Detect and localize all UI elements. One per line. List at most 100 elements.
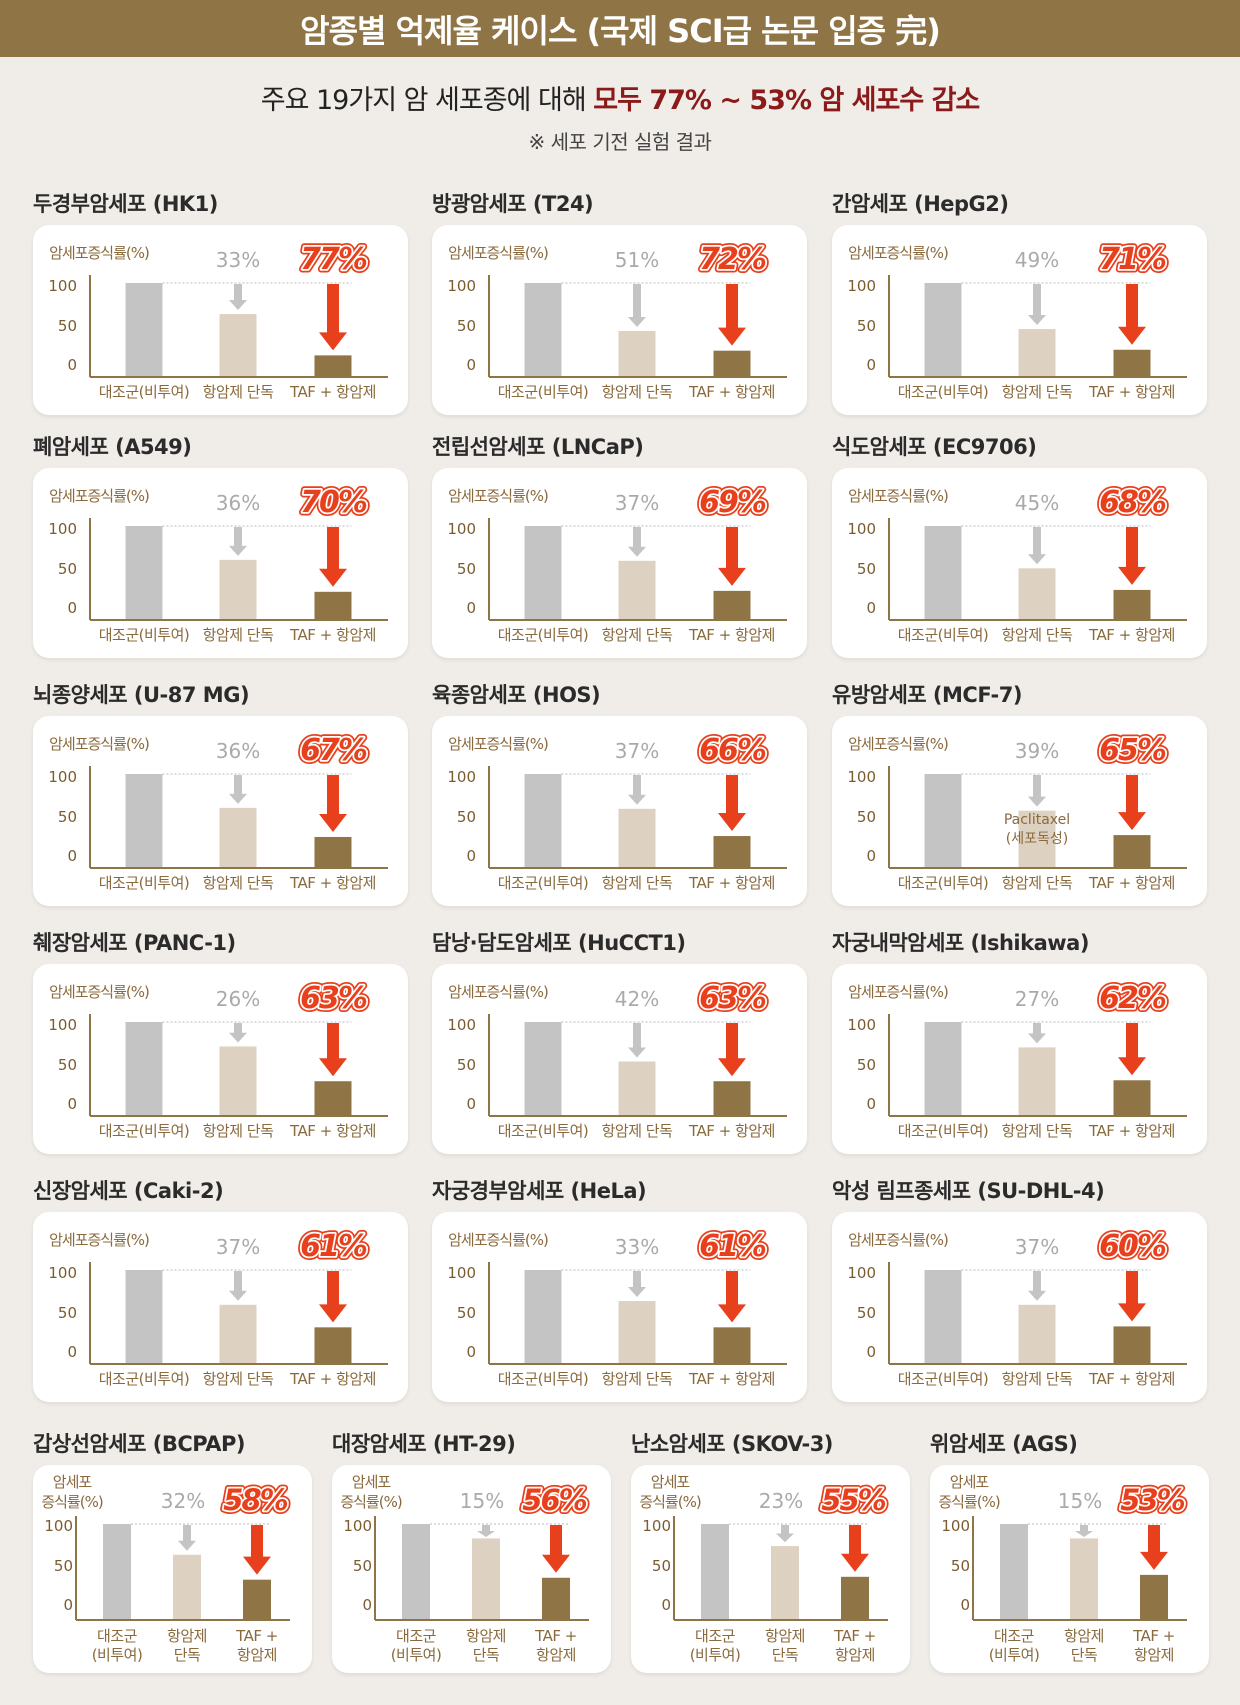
combo-reduction-label: 71%: [1099, 242, 1166, 277]
combo-reduction-outline: 58%: [223, 1483, 287, 1517]
y-axis-label: 암세포증식률(%): [848, 1231, 948, 1249]
x-category-label: TAF + 항암제: [289, 383, 376, 401]
x-category-label: 대조군(비투여): [498, 383, 589, 401]
chart-card: 암세포증식률(%) 100 50 0 42% 63% 63% 63% 대조군(비투여) 항암제 단…: [432, 964, 807, 1154]
x-category-label: 항암제 단독: [602, 874, 673, 892]
combo-reduction-inner: 72%: [699, 242, 766, 277]
chart-title: 폐암세포 (A549): [33, 435, 192, 459]
bar-drug-only: [219, 1046, 257, 1116]
y-tick-label: 50: [58, 808, 77, 826]
page-title: 암종별 억제율 케이스 (국제 SCI급 논문 입증 完): [300, 11, 941, 50]
y-axis-label: 암세포증식률(%): [848, 735, 948, 753]
chart-title: 위암세포 (AGS): [930, 1432, 1078, 1456]
x-category-label: TAF + 항암제: [1088, 1370, 1175, 1388]
bar-drug-only: [771, 1546, 799, 1620]
x-category-label: 항암제 단독: [602, 383, 673, 401]
combo-reduction-outline: 60%: [1099, 1229, 1166, 1264]
bar-control: [524, 1270, 562, 1364]
chart-card: 암세포증식률(%) 100 50 0 27% 62% 62% 62% 대조군(비투여) 항암제 단…: [832, 964, 1207, 1154]
drug-reduction-label: 42%: [615, 987, 659, 1011]
bar-drug-only: [472, 1538, 500, 1620]
bar-taf-combo: [713, 350, 751, 377]
arrow-down-red-icon: [319, 1023, 347, 1077]
bar-taf-combo: [841, 1576, 869, 1620]
x-category-label: 대조군(비투여): [898, 626, 989, 644]
y-tick-label: 0: [63, 1596, 73, 1614]
bar-taf-combo: [1113, 1080, 1151, 1116]
x-category-label: 대조군(비투여): [898, 874, 989, 892]
chart-title: 대장암세포 (HT-29): [332, 1432, 516, 1456]
bar-drug-only: [1018, 329, 1056, 377]
y-tick-label: 0: [466, 599, 476, 617]
arrow-down-red-icon: [1118, 775, 1146, 831]
x-category-label: 항암제 단독: [167, 1627, 207, 1664]
arrow-down-gray-icon: [628, 284, 646, 327]
chart-card: 암세포 증식률(%) 100 50 0 23% 55% 55% 55% 대조군 (비투여) 항암제 단독…: [631, 1465, 910, 1673]
bar-control: [1000, 1524, 1028, 1620]
arrow-down-gray-icon: [776, 1525, 794, 1543]
y-tick-label: 50: [58, 1304, 77, 1322]
chart-title: 난소암세포 (SKOV-3): [631, 1432, 833, 1456]
summary-line: 주요 19가지 암 세포종에 대해 모두 77% ~ 53% 암 세포수 감소: [0, 78, 1240, 117]
y-axis-label: 암세포증식률(%): [49, 487, 149, 505]
x-category-label: TAF + 항암제: [688, 383, 775, 401]
chart-card: 암세포증식률(%) 100 50 0 33% 61% 61% 61% 대조군(비투여) 항암제 단…: [432, 1212, 807, 1402]
summary-highlight: 모두 77% ~ 53% 암 세포수 감소: [593, 85, 980, 116]
bar-taf-combo: [1140, 1574, 1168, 1620]
bar-drug-only: [1070, 1538, 1098, 1620]
combo-reduction-outline: 67%: [300, 733, 367, 768]
x-category-label: 대조군(비투여): [898, 1370, 989, 1388]
y-tick-label: 0: [866, 847, 876, 865]
y-tick-label: 0: [960, 1596, 970, 1614]
bar-drug-only: [618, 560, 656, 620]
x-category-label: 대조군(비투여): [99, 383, 190, 401]
combo-reduction-label: 66%: [699, 733, 766, 768]
y-tick-label: 0: [466, 356, 476, 374]
drug-reduction-label: 33%: [216, 248, 260, 272]
y-tick-label: 0: [866, 1095, 876, 1113]
chart-card: 암세포증식률(%) 100 50 0 37% 60% 60% 60% 대조군(비투여) 항암제 단…: [832, 1212, 1207, 1402]
y-tick-label: 50: [652, 1557, 671, 1575]
y-axis-label: 암세포증식률(%): [448, 735, 548, 753]
combo-reduction-inner: 62%: [1099, 981, 1166, 1016]
bar-control: [125, 526, 163, 620]
arrow-down-red-icon: [1118, 527, 1146, 585]
x-category-label: TAF + 항암제: [688, 626, 775, 644]
y-tick-label: 100: [48, 1016, 77, 1034]
combo-reduction-inner: 67%: [300, 733, 367, 768]
bar-taf-combo: [1113, 835, 1151, 868]
y-axis-label: 암세포증식률(%): [448, 1231, 548, 1249]
combo-reduction-outline: 68%: [1099, 485, 1166, 520]
bar-drug-only: [618, 1301, 656, 1364]
y-tick-label: 100: [48, 768, 77, 786]
y-tick-label: 0: [67, 1343, 77, 1361]
arrow-down-gray-icon: [229, 284, 247, 311]
combo-reduction-outline: 70%: [300, 485, 367, 520]
x-category-label: TAF + 항암제: [289, 1122, 376, 1140]
chart-card: 암세포증식률(%) 100 50 0 37% 66% 66% 66% 대조군(비투여) 항암제 단…: [432, 716, 807, 906]
chart-title: 신장암세포 (Caki-2): [33, 1179, 224, 1203]
combo-reduction-label: 72%: [699, 242, 766, 277]
bar-control: [524, 774, 562, 868]
y-tick-label: 50: [457, 317, 476, 335]
drug-reduction-label: 37%: [615, 491, 659, 515]
y-tick-label: 0: [466, 847, 476, 865]
combo-reduction-outline: 55%: [821, 1483, 885, 1517]
drug-reduction-label: 15%: [1058, 1489, 1102, 1513]
x-category-label: 항암제 단독: [203, 626, 274, 644]
combo-reduction-outline: 72%: [699, 242, 766, 277]
y-tick-label: 50: [54, 1557, 73, 1575]
y-tick-label: 100: [847, 1264, 876, 1282]
x-category-label: 대조군(비투여): [498, 1122, 589, 1140]
drug-reduction-label: 37%: [216, 1235, 260, 1259]
y-tick-label: 100: [847, 768, 876, 786]
arrow-down-gray-icon: [229, 1271, 247, 1301]
